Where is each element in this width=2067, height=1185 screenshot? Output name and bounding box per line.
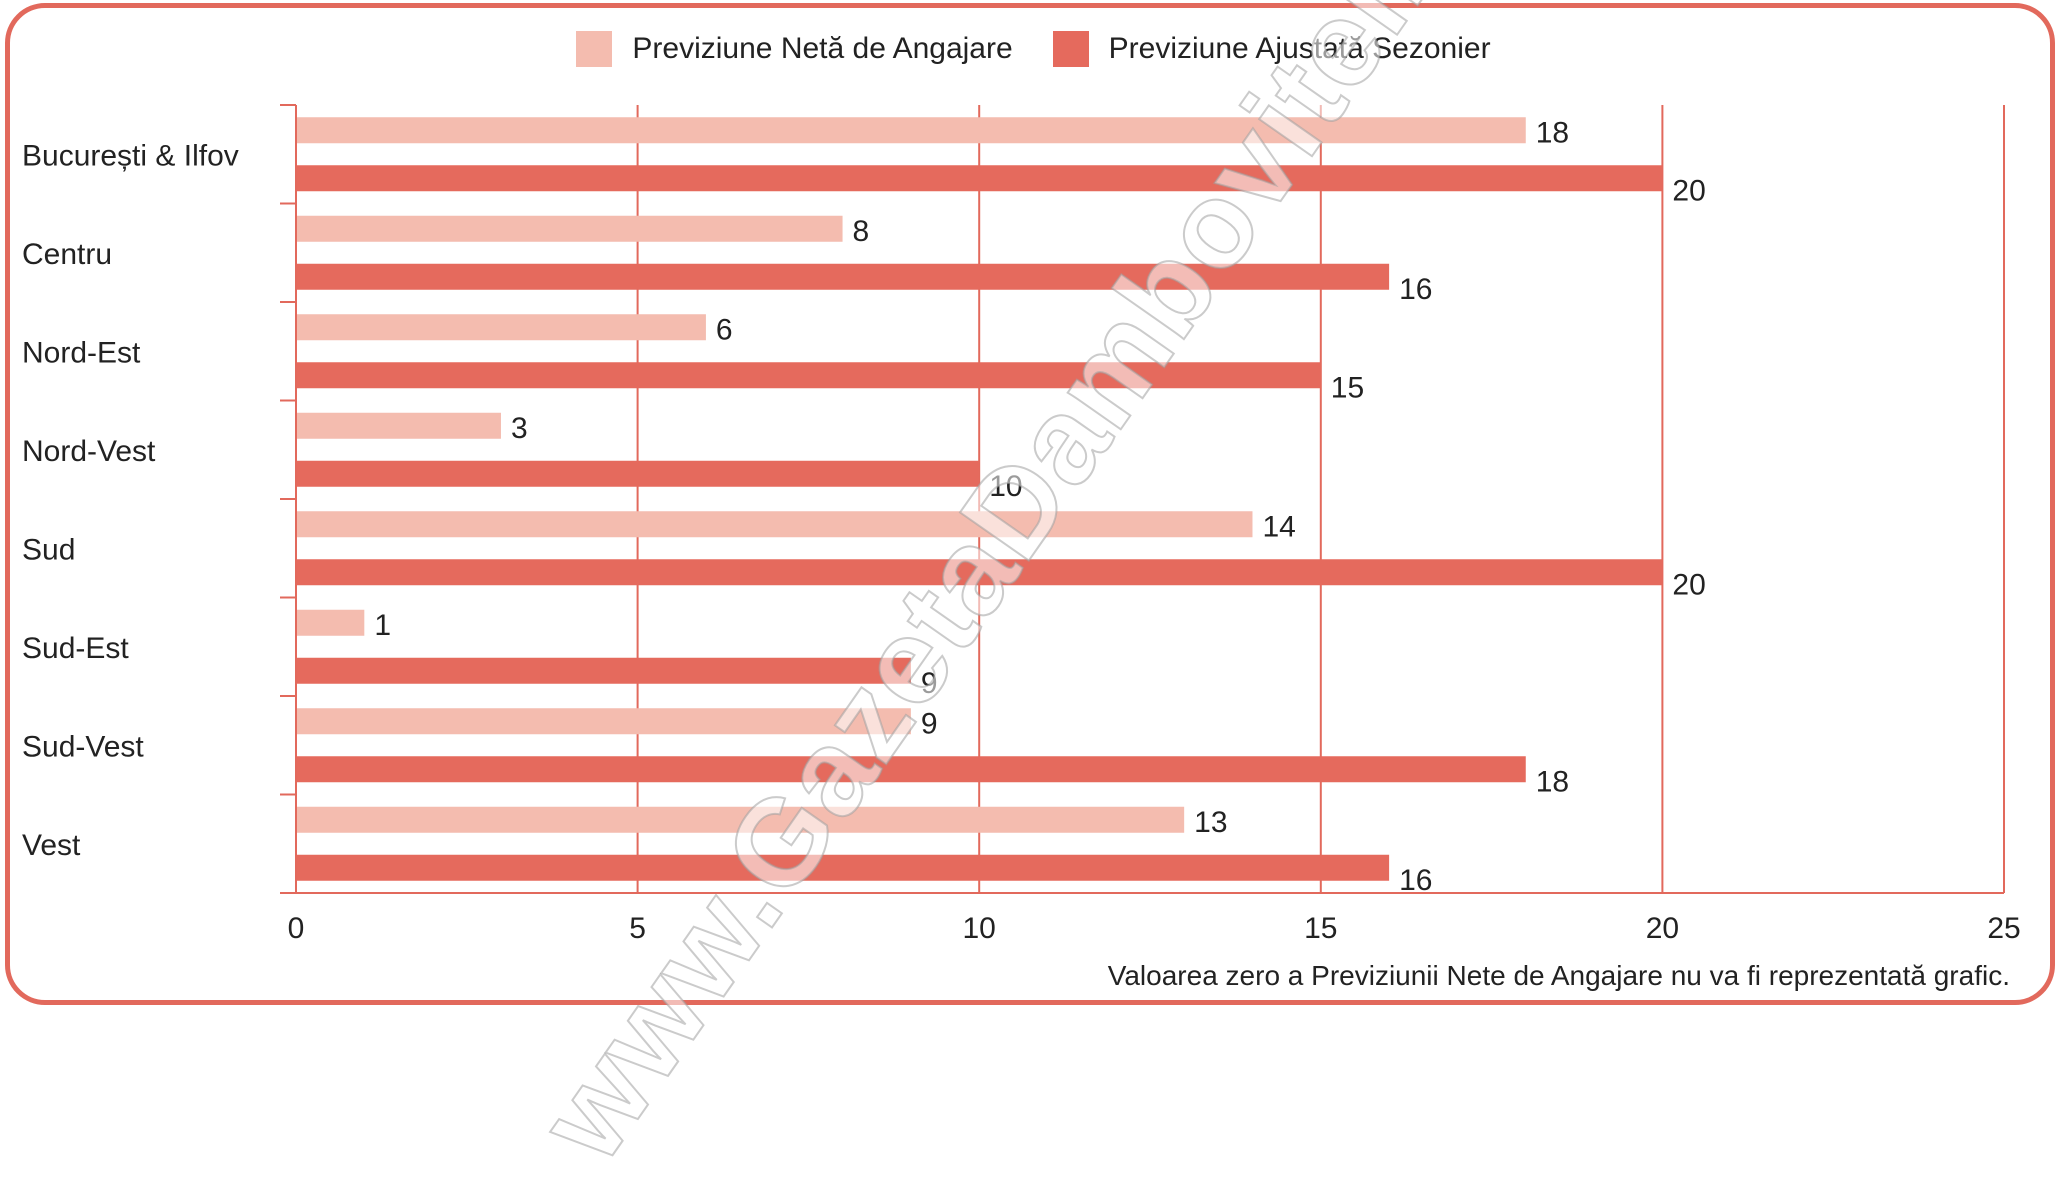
category-label-1: Centru (22, 238, 112, 271)
bar-net-1 (296, 215, 843, 242)
category-label-3: Nord-Vest (22, 435, 156, 468)
bar-net-5 (296, 609, 365, 636)
bar-adjusted-5 (296, 657, 911, 684)
bar-net-0 (296, 117, 1526, 144)
legend-item-adjusted: Previziune Ajustată Sezonier (1052, 31, 1491, 67)
category-label-4: Sud (22, 533, 75, 566)
data-label-net-2: 6 (716, 313, 733, 346)
data-label-net-3: 3 (511, 412, 528, 445)
bar-adjusted-1 (296, 263, 1390, 290)
data-label-net-4: 14 (1262, 510, 1295, 543)
x-tick-label-0: 0 (288, 912, 305, 945)
data-label-net-7: 13 (1194, 806, 1227, 839)
bar-net-7 (296, 806, 1185, 833)
x-tick-label-5: 5 (629, 912, 646, 945)
bars (296, 117, 1663, 881)
data-label-adjusted-3: 10 (989, 470, 1022, 503)
x-tick-label-20: 20 (1646, 912, 1679, 945)
bar-adjusted-6 (296, 756, 1526, 783)
category-label-6: Sud-Vest (22, 730, 144, 763)
data-label-adjusted-5: 9 (921, 667, 938, 700)
category-label-0: București & Ilfov (22, 139, 239, 172)
legend-swatch-net (576, 31, 613, 67)
legend-label-adjusted: Previziune Ajustată Sezonier (1108, 32, 1491, 65)
data-label-adjusted-4: 20 (1672, 568, 1705, 601)
bar-adjusted-4 (296, 559, 1663, 586)
bar-net-6 (296, 708, 911, 735)
axes (280, 104, 2004, 894)
footnote: Valoarea zero a Previziunii Nete de Anga… (1107, 960, 2010, 991)
data-label-adjusted-7: 16 (1399, 864, 1432, 897)
bar-net-2 (296, 314, 706, 341)
data-label-net-5: 1 (374, 609, 391, 642)
bar-adjusted-7 (296, 854, 1390, 881)
category-label-2: Nord-Est (22, 336, 141, 369)
category-label-5: Sud-Est (22, 632, 129, 665)
legend-item-net: Previziune Netă de Angajare (576, 31, 1013, 67)
bar-adjusted-3 (296, 460, 980, 487)
legend: Previziune Netă de Angajare Previziune A… (0, 24, 2067, 74)
data-label-adjusted-1: 16 (1399, 273, 1432, 306)
bar-adjusted-0 (296, 165, 1663, 192)
data-label-adjusted-6: 18 (1536, 765, 1569, 798)
legend-swatch-adjusted (1052, 31, 1089, 67)
x-tick-label-25: 25 (1987, 912, 2020, 945)
data-label-net-6: 9 (921, 707, 938, 740)
data-label-adjusted-2: 15 (1331, 371, 1364, 404)
data-label-adjusted-0: 20 (1672, 174, 1705, 207)
data-label-net-1: 8 (853, 215, 870, 248)
category-label-7: Vest (22, 829, 81, 862)
bar-net-4 (296, 511, 1253, 538)
data-label-net-0: 18 (1536, 116, 1569, 149)
legend-label-net: Previziune Netă de Angajare (632, 32, 1013, 65)
bar-adjusted-2 (296, 362, 1321, 389)
bar-net-3 (296, 412, 501, 439)
x-tick-label-10: 10 (963, 912, 996, 945)
x-tick-label-15: 15 (1304, 912, 1337, 945)
